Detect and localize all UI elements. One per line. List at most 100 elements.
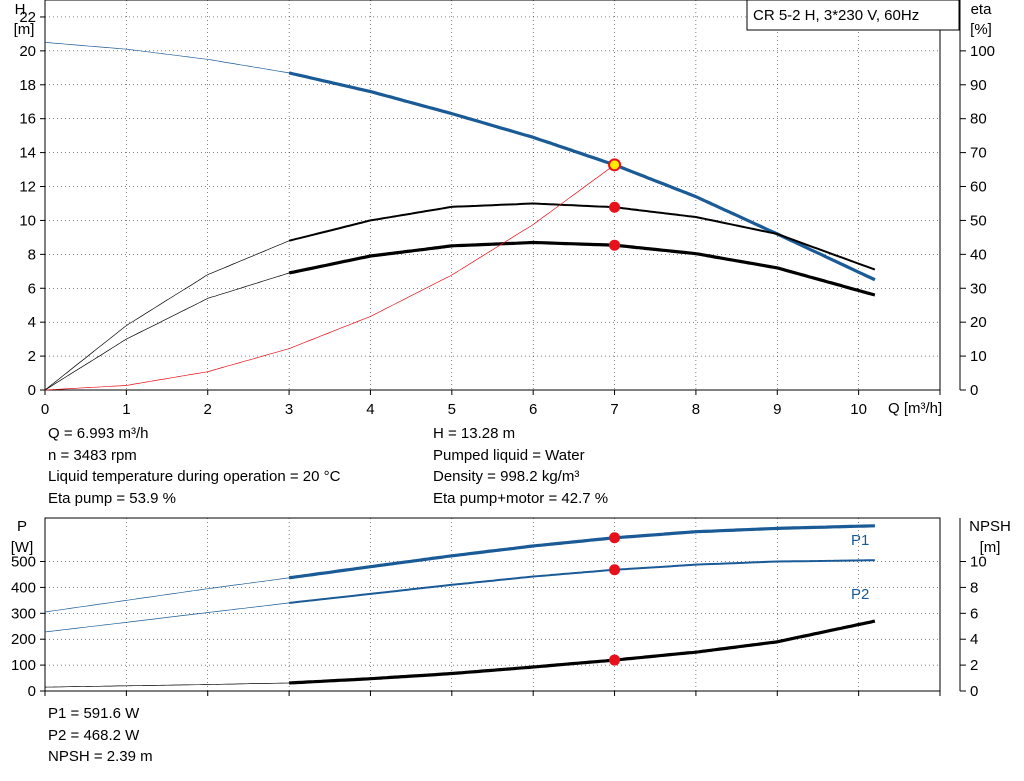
npsh-y-label-name: NPSH xyxy=(969,518,1011,535)
y-right-tick-label: 2 xyxy=(970,657,978,674)
y-left-tick-label: 2 xyxy=(28,348,36,365)
y-left-tick-label: 16 xyxy=(19,111,36,128)
power-chart-ticks: 0 100 200 300 400 500 0 2 4 6 8 10 xyxy=(11,554,987,700)
y-right-tick-label: 10 xyxy=(970,554,987,571)
y-right-tick-label: 4 xyxy=(970,631,978,648)
info-eta-pump: Eta pump = 53.9 % xyxy=(48,489,176,507)
series-system-curve xyxy=(44,164,615,391)
npsh-y-label-unit: [m] xyxy=(980,539,1001,556)
power-chart-frame xyxy=(44,517,961,692)
y-left-tick-label: 20 xyxy=(19,43,36,60)
info-density: Density = 998.2 kg/m³ xyxy=(433,468,580,485)
power-y-label-unit: [W] xyxy=(11,539,34,556)
series-h xyxy=(288,71,876,282)
y-right-tick-label: 60 xyxy=(970,179,987,196)
duty-point xyxy=(608,158,622,172)
x-tick-label: 4 xyxy=(366,401,374,418)
y-right-tick-label: 30 xyxy=(970,280,987,297)
x-tick-label: 6 xyxy=(529,401,537,418)
info-npsh: NPSH = 2.39 m xyxy=(48,748,153,765)
power-chart-duty-points xyxy=(609,532,621,666)
info-pumped-liquid: Pumped liquid = Water xyxy=(433,446,585,464)
head-chart-series xyxy=(44,42,876,391)
series-npsh xyxy=(288,619,876,685)
plot-frame xyxy=(44,0,941,391)
head-chart-duty-points xyxy=(608,158,622,251)
series-h-thin xyxy=(44,42,290,74)
y-right-tick-label: 20 xyxy=(970,314,987,331)
series-eta-pump xyxy=(288,202,876,271)
x-tick-label: 10 xyxy=(850,401,867,418)
head-info-right: H = 13.28 m Pumped liquid = Water Densit… xyxy=(433,423,608,509)
series-p1-thin xyxy=(44,577,290,613)
series-label-p2: P2 xyxy=(851,586,869,603)
title-box-text: CR 5-2 H, 3*230 V, 60Hz xyxy=(753,7,919,24)
duty-point xyxy=(609,654,621,666)
duty-point xyxy=(609,239,621,251)
info-liquid-temp: Liquid temperature during operation = 20… xyxy=(48,468,341,485)
title-box xyxy=(746,0,960,31)
head-chart-grid xyxy=(45,0,940,390)
duty-point xyxy=(609,564,621,576)
info-speed: n = 3483 rpm xyxy=(48,446,137,464)
y-left-tick-label: 400 xyxy=(11,579,36,596)
head-y-label-unit: [m] xyxy=(14,21,35,38)
y-left-tick-label: 8 xyxy=(28,246,36,263)
y-right-tick-label: 100 xyxy=(970,43,995,60)
x-tick-label: 1 xyxy=(122,401,130,418)
y-right-tick-label: 0 xyxy=(970,382,978,399)
y-right-tick-label: 6 xyxy=(970,605,978,622)
duty-point xyxy=(609,532,621,544)
series-eta-pump-motor-thin xyxy=(44,272,290,391)
x-tick-label: 5 xyxy=(448,401,456,418)
series-eta-pump-motor xyxy=(288,240,876,297)
series-p2-thin xyxy=(44,602,290,633)
y-right-tick-label: 40 xyxy=(970,246,987,263)
series-p1 xyxy=(288,524,875,580)
head-y-label-name: H xyxy=(15,1,26,18)
head-chart-frame xyxy=(44,0,961,391)
y-left-tick-label: 18 xyxy=(19,77,36,94)
info-p1: P1 = 591.6 W xyxy=(48,705,140,722)
series-p2 xyxy=(289,559,875,604)
info-head: H = 13.28 m xyxy=(433,425,516,442)
head-info-left: Q = 6.993 m³/h n = 3483 rpm Liquid tempe… xyxy=(48,423,340,509)
y-left-tick-label: 0 xyxy=(28,382,36,399)
y-right-tick-label: 50 xyxy=(970,212,987,229)
eta-y-label-name: eta xyxy=(971,1,993,18)
y-right-tick-label: 10 xyxy=(970,348,987,365)
y-left-tick-label: 22 xyxy=(19,9,36,26)
head-x-label: Q [m³/h] xyxy=(888,400,942,417)
y-left-tick-label: 100 xyxy=(11,657,36,674)
x-tick-label: 0 xyxy=(41,401,49,418)
info-eta-pump-motor: Eta pump+motor = 42.7 % xyxy=(433,489,609,507)
x-tick-label: 8 xyxy=(692,401,700,418)
y-right-tick-label: 70 xyxy=(970,145,987,162)
x-tick-label: 9 xyxy=(773,401,781,418)
y-left-tick-label: 300 xyxy=(11,605,36,622)
info-flow: Q = 6.993 m³/h xyxy=(48,425,149,442)
x-tick-label: 7 xyxy=(610,401,618,418)
y-left-tick-label: 500 xyxy=(11,554,36,571)
y-right-tick-label: 0 xyxy=(970,683,978,700)
power-chart-grid xyxy=(45,518,940,691)
eta-y-label-unit: [%] xyxy=(970,21,992,38)
x-tick-label: 2 xyxy=(204,401,212,418)
y-left-tick-label: 4 xyxy=(28,314,36,331)
y-left-tick-label: 200 xyxy=(11,631,36,648)
plot-frame xyxy=(44,517,941,692)
power-info: P1 = 591.6 W P2 = 468.2 W NPSH = 2.39 m xyxy=(48,703,153,768)
y-left-tick-label: 0 xyxy=(28,683,36,700)
y-right-tick-label: 90 xyxy=(970,77,987,94)
head-chart-ticks: 0 1 2 3 4 5 6 7 8 9 100246810121416182022010203040… xyxy=(19,9,995,418)
info-p2: P2 = 468.2 W xyxy=(48,726,140,744)
series-eta-pump-thin xyxy=(44,240,290,391)
series-label-p1: P1 xyxy=(851,532,869,549)
y-right-tick-label: 80 xyxy=(970,111,987,128)
y-left-tick-label: 10 xyxy=(19,212,36,229)
y-right-tick-label: 8 xyxy=(970,579,978,596)
duty-point xyxy=(609,201,621,213)
power-chart-series xyxy=(44,524,876,688)
